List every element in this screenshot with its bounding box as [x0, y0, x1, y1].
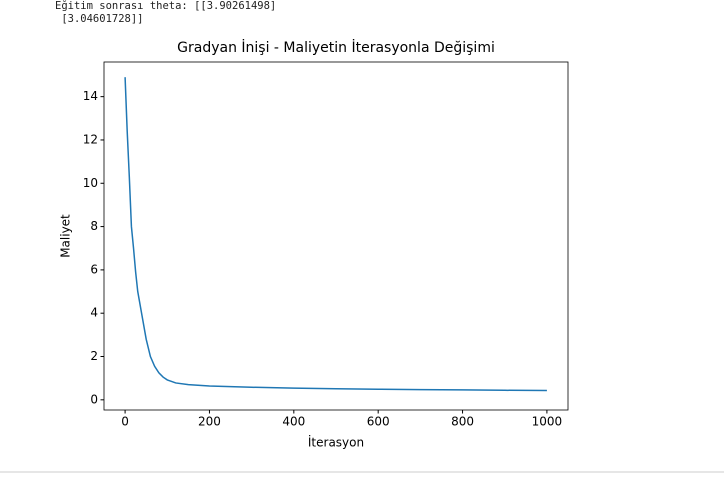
y-tick-label: 10	[83, 176, 98, 190]
x-tick-label: 0	[121, 415, 129, 429]
y-tick-label: 0	[90, 392, 98, 406]
x-tick-label: 600	[367, 415, 390, 429]
y-tick-label: 14	[83, 89, 98, 103]
y-tick-label: 2	[90, 349, 98, 363]
y-tick-label: 8	[90, 219, 98, 233]
x-tick-label: 1000	[532, 415, 563, 429]
y-tick-label: 4	[90, 306, 98, 320]
y-axis-label: Maliyet	[59, 214, 73, 258]
chart-title: Gradyan İnişi - Maliyetin İterasyonla De…	[177, 38, 495, 56]
x-axis-label: İterasyon	[308, 435, 364, 450]
console-line: [3.04601728]]	[55, 13, 144, 25]
console-line: Eğitim sonrası theta: [[3.90261498]	[55, 0, 277, 12]
x-tick-label: 200	[198, 415, 221, 429]
plot-frame	[103, 61, 569, 411]
x-tick-label: 400	[282, 415, 305, 429]
y-tick-label: 12	[83, 132, 98, 146]
x-tick-label: 800	[451, 415, 474, 429]
line	[124, 77, 547, 392]
y-tick-label: 6	[90, 262, 98, 276]
